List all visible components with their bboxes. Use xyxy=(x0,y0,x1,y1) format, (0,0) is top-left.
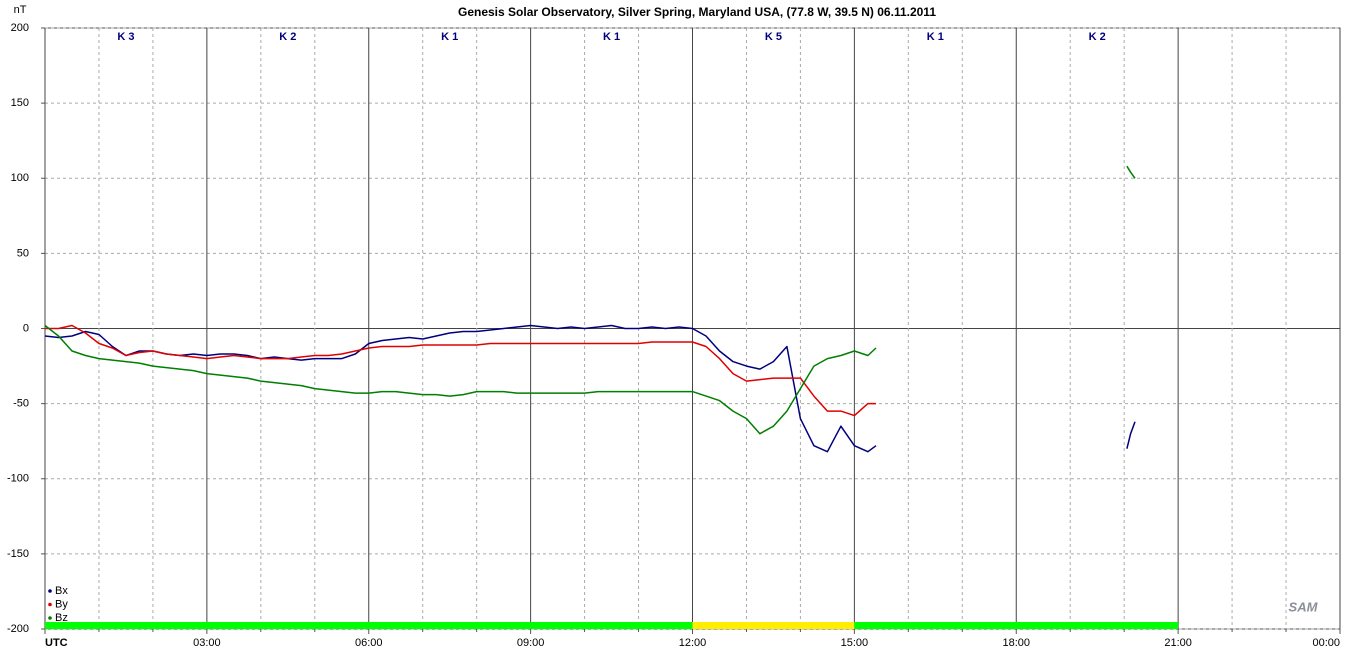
logo: SAM xyxy=(1289,599,1319,614)
chart-title: Genesis Solar Observatory, Silver Spring… xyxy=(458,5,936,19)
legend-marker xyxy=(48,589,52,593)
activity-bar xyxy=(854,622,1179,629)
x-tick-label: 15:00 xyxy=(841,637,869,649)
activity-bar xyxy=(692,622,855,629)
series-line xyxy=(44,324,1136,453)
x-tick-label: 12:00 xyxy=(679,637,707,649)
y-tick-label: 150 xyxy=(11,97,29,109)
y-tick-label: -50 xyxy=(13,398,29,410)
x-tick-label: 18:00 xyxy=(1002,637,1030,649)
y-tick-label: 100 xyxy=(11,172,29,184)
y-tick-label: 0 xyxy=(23,322,29,334)
x-tick-label: 06:00 xyxy=(355,637,383,649)
legend-label: By xyxy=(55,598,68,610)
k-index-label: K 2 xyxy=(1089,31,1106,43)
legend-marker xyxy=(48,602,52,607)
k-index-label: K 1 xyxy=(603,31,620,43)
legend-label: Bz xyxy=(55,612,68,624)
k-index-label: K 1 xyxy=(927,31,944,43)
series-line xyxy=(44,165,1136,435)
y-tick-label: -200 xyxy=(7,623,29,635)
legend-label: Bx xyxy=(55,585,68,597)
k-index-label: K 3 xyxy=(117,31,134,43)
k-index-label: K 1 xyxy=(441,31,458,43)
k-index-label: K 2 xyxy=(279,31,296,43)
k-index-label: K 5 xyxy=(765,31,782,43)
x-tick-label: 21:00 xyxy=(1164,637,1192,649)
y-tick-label: 200 xyxy=(11,22,29,34)
y-tick-label: 50 xyxy=(17,247,29,259)
legend-marker xyxy=(48,616,52,620)
x-tick-label: 00:00 xyxy=(1312,637,1340,649)
y-tick-label: -150 xyxy=(7,548,29,560)
x-tick-label: UTC xyxy=(45,637,68,649)
y-tick-label: -100 xyxy=(7,473,29,485)
series-line xyxy=(45,324,876,417)
y-axis-label: nT xyxy=(14,4,27,16)
x-tick-label: 09:00 xyxy=(517,637,545,649)
x-tick-label: 03:00 xyxy=(193,637,221,649)
activity-bar xyxy=(45,622,693,629)
